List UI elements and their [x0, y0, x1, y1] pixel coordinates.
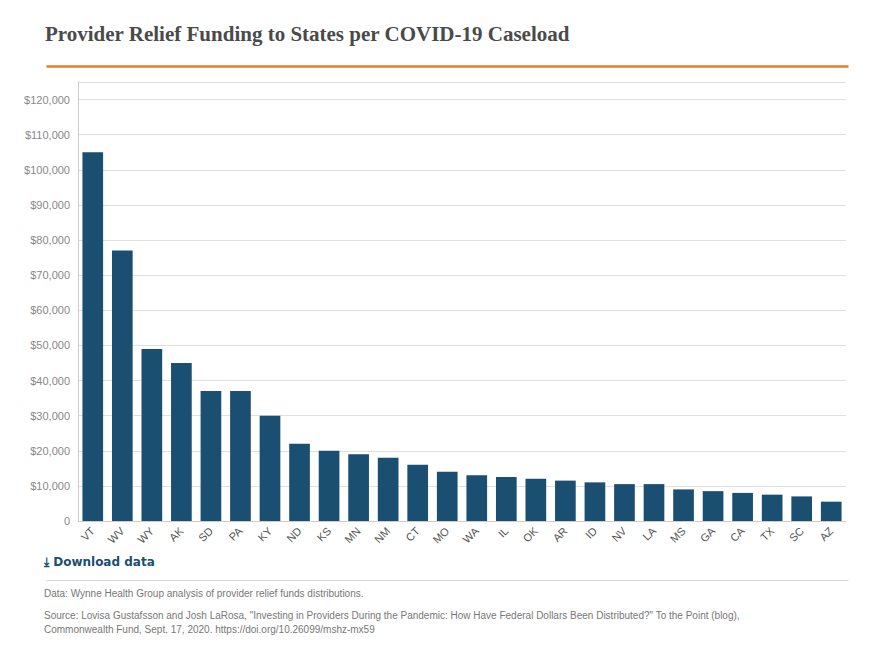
svg-text:AZ: AZ [817, 525, 836, 544]
svg-text:$100,000: $100,000 [24, 164, 70, 176]
svg-text:ID: ID [583, 525, 599, 541]
svg-text:$120,000: $120,000 [24, 94, 70, 106]
svg-text:$20,000: $20,000 [30, 445, 70, 457]
svg-text:KS: KS [314, 525, 333, 544]
svg-text:VT: VT [79, 525, 98, 544]
svg-text:CA: CA [728, 524, 748, 544]
svg-text:$60,000: $60,000 [30, 304, 70, 316]
svg-text:SC: SC [787, 525, 806, 544]
svg-text:ND: ND [284, 525, 304, 545]
svg-text:WV: WV [106, 524, 127, 545]
svg-text:AR: AR [550, 525, 569, 544]
svg-text:TX: TX [758, 524, 777, 543]
svg-text:MN: MN [342, 525, 363, 546]
svg-text:$10,000: $10,000 [30, 480, 70, 492]
svg-text:⤓ Download data: ⤓ Download data [43, 555, 155, 569]
svg-text:$70,000: $70,000 [30, 269, 70, 281]
svg-text:NM: NM [372, 525, 393, 546]
svg-text:$110,000: $110,000 [25, 129, 70, 141]
svg-text:0: 0 [64, 515, 70, 527]
svg-text:$50,000: $50,000 [30, 339, 70, 351]
svg-text:Provider Relief Funding to Sta: Provider Relief Funding to States per CO… [45, 22, 570, 46]
svg-text:$40,000: $40,000 [30, 375, 70, 387]
svg-text:Source: Lovisa Gustafsson and: Source: Lovisa Gustafsson and Josh LaRos… [44, 610, 740, 621]
svg-text:OK: OK [520, 524, 540, 544]
svg-text:$30,000: $30,000 [30, 410, 70, 422]
svg-text:WY: WY [135, 524, 156, 545]
svg-text:$90,000: $90,000 [30, 199, 70, 211]
svg-text:KY: KY [255, 524, 274, 543]
svg-text:Commonwealth Fund, Sept. 17, 2: Commonwealth Fund, Sept. 17, 2020. https… [44, 624, 375, 635]
svg-text:Data: Wynne Health Group analy: Data: Wynne Health Group analysis of pro… [44, 588, 364, 599]
svg-text:MO: MO [430, 524, 451, 545]
svg-text:MS: MS [668, 525, 688, 545]
svg-text:AK: AK [167, 524, 186, 543]
svg-text:NV: NV [609, 524, 629, 544]
svg-text:IL: IL [496, 525, 511, 540]
svg-text:SD: SD [196, 525, 215, 544]
svg-text:$80,000: $80,000 [30, 234, 70, 246]
svg-text:LA: LA [640, 524, 658, 542]
svg-text:CT: CT [403, 525, 422, 544]
svg-text:PA: PA [226, 524, 245, 543]
svg-text:GA: GA [698, 524, 718, 544]
svg-text:WA: WA [460, 524, 481, 545]
